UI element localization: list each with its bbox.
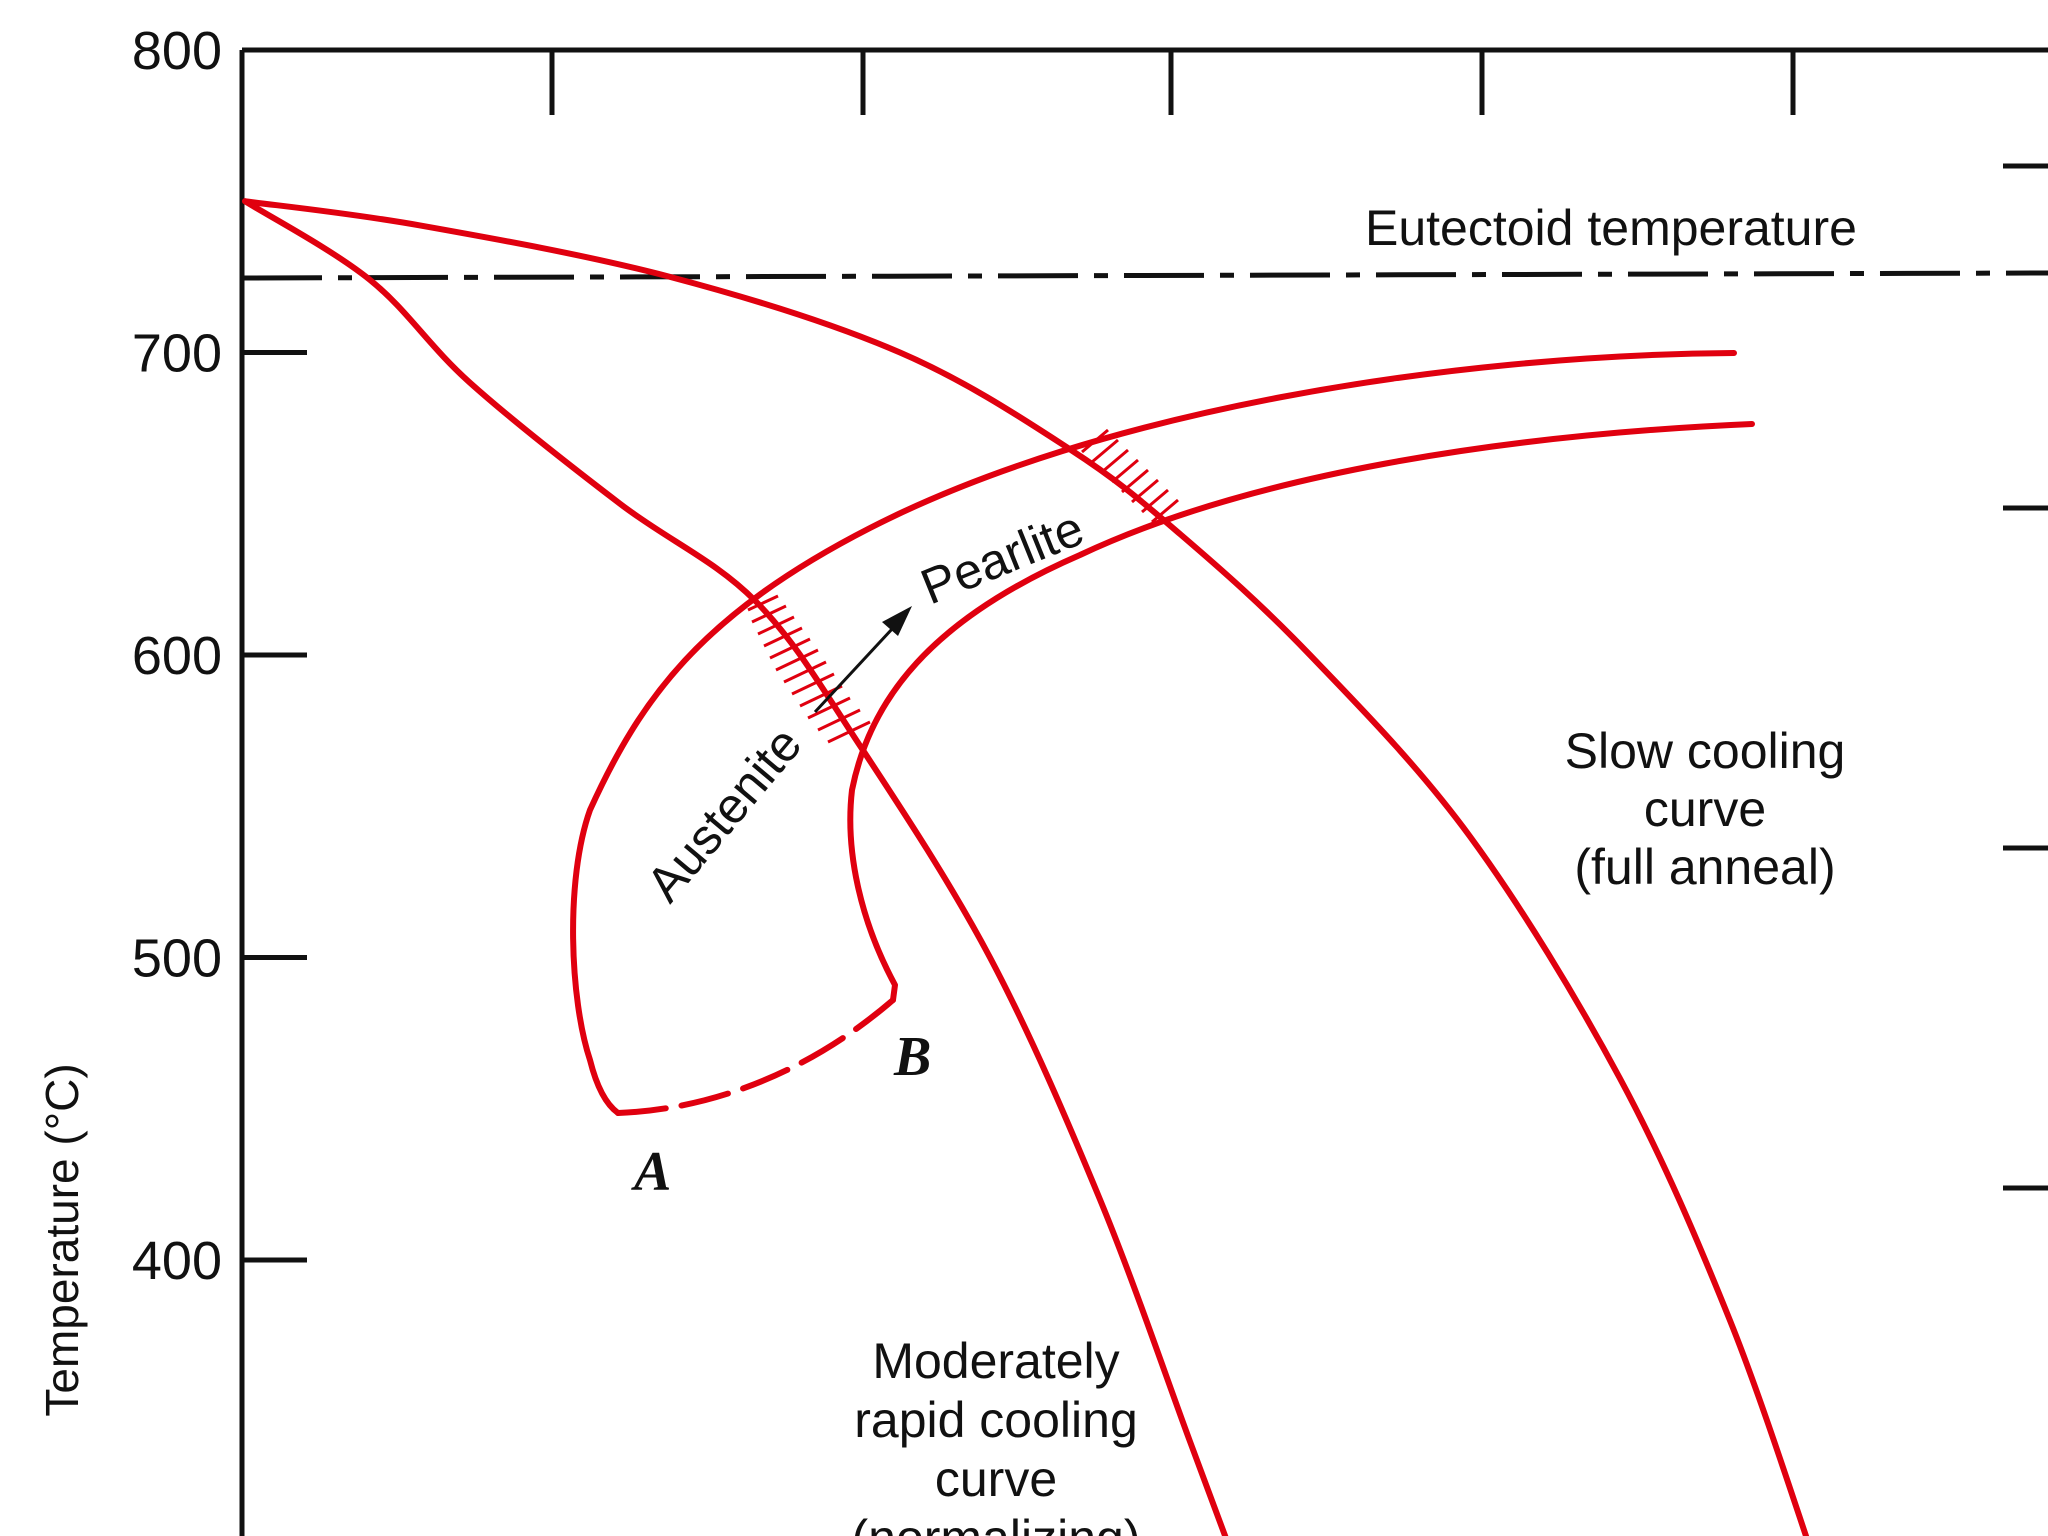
transformation-finish-curve xyxy=(847,421,1755,1003)
rapid-annot-line4: (normalizing) xyxy=(852,1510,1141,1536)
pearlite-finish-hatch xyxy=(1081,428,1179,524)
transformation-arrow xyxy=(813,613,907,714)
rapid-cooling-annotation: Moderately rapid cooling curve (normaliz… xyxy=(852,1333,1141,1536)
transformation-arrow-head xyxy=(882,606,912,636)
slow-annot-line3: (full anneal) xyxy=(1574,839,1835,895)
y-tick-label-600: 600 xyxy=(132,626,222,686)
y-tick-label-500: 500 xyxy=(132,929,222,989)
rapid-annot-line2: rapid cooling xyxy=(854,1392,1138,1448)
rapid-annot-line1: Moderately xyxy=(872,1333,1119,1389)
slow-annot-line2: curve xyxy=(1644,781,1766,837)
austenite-label: Austenite xyxy=(636,716,813,912)
right-ticks xyxy=(2003,163,2048,1191)
eutectoid-line xyxy=(241,270,2048,281)
bottom-dashed-boundary xyxy=(615,997,896,1116)
y-tick-label-700: 700 xyxy=(132,324,222,384)
point-a-label: A xyxy=(631,1141,671,1203)
rapid-cooling-curve xyxy=(242,198,1229,1536)
y-axis-label: Temperature (°C) xyxy=(36,1063,88,1416)
slow-cooling-curve xyxy=(242,198,1810,1536)
top-ticks xyxy=(549,50,1796,115)
rapid-annot-line3: curve xyxy=(935,1451,1057,1507)
transformation-start-curve xyxy=(570,350,1737,1116)
eutectoid-label: Eutectoid temperature xyxy=(1365,200,1857,256)
point-b-label: B xyxy=(893,1026,931,1088)
y-ticks: 400 500 600 700 800 xyxy=(132,21,307,1291)
y-tick-label-800: 800 xyxy=(132,21,222,81)
slow-cooling-annotation: Slow cooling curve (full anneal) xyxy=(1565,723,1846,895)
slow-annot-line1: Slow cooling xyxy=(1565,723,1846,779)
y-tick-label-400: 400 xyxy=(132,1231,222,1291)
